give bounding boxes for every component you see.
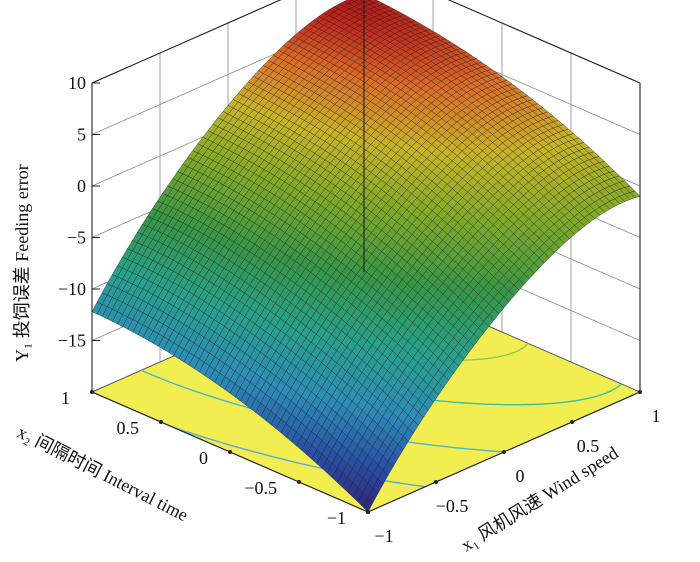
x1-tick-mark	[434, 480, 438, 484]
x1-tick-label: −1	[374, 526, 393, 546]
z-tick-label: 5	[77, 125, 86, 145]
x1-tick-label: 1	[652, 406, 661, 426]
x2-tick-label: −0.5	[244, 478, 277, 498]
frame-edge	[447, 0, 641, 84]
x1-tick-mark	[502, 450, 506, 454]
x1-tick-mark	[570, 420, 574, 424]
x1-tick-label: −0.5	[436, 496, 469, 516]
frame-edge	[91, 0, 282, 84]
x2-tick-mark	[90, 390, 94, 394]
surface-cell	[362, 497, 374, 513]
z-axis-title: Y₁ 投饲误差 Feeding error	[12, 164, 32, 362]
z-tick-label: −5	[67, 228, 86, 248]
x2-axis-ticks: −1 −0.5 0 0.5 1	[61, 388, 370, 528]
z-tick-label: −15	[58, 331, 86, 351]
x1-tick-label: 0	[516, 466, 525, 486]
z-axis-ticks: 10 5 0 −5 −10 −15	[58, 73, 100, 351]
x2-tick-label: 0	[199, 448, 208, 468]
x2-tick-mark	[159, 420, 163, 424]
x2-tick-mark	[228, 450, 232, 454]
x1-tick-mark	[638, 390, 642, 394]
z-tick-label: 10	[68, 73, 86, 93]
x1-tick-label: 0.5	[577, 436, 600, 456]
x2-tick-label: 0.5	[117, 418, 140, 438]
x2-tick-label: −1	[327, 508, 346, 528]
x2-tick-label: 1	[61, 388, 70, 408]
z-tick-label: −10	[58, 279, 86, 299]
x2-tick-mark	[366, 510, 370, 514]
z-tick-label: 0	[77, 176, 86, 196]
x2-tick-mark	[297, 480, 301, 484]
x1-axis-ticks: −1 −0.5 0 0.5 1	[366, 390, 661, 546]
x2-axis-title: x₂ 间隔时间 Interval time	[14, 422, 191, 526]
